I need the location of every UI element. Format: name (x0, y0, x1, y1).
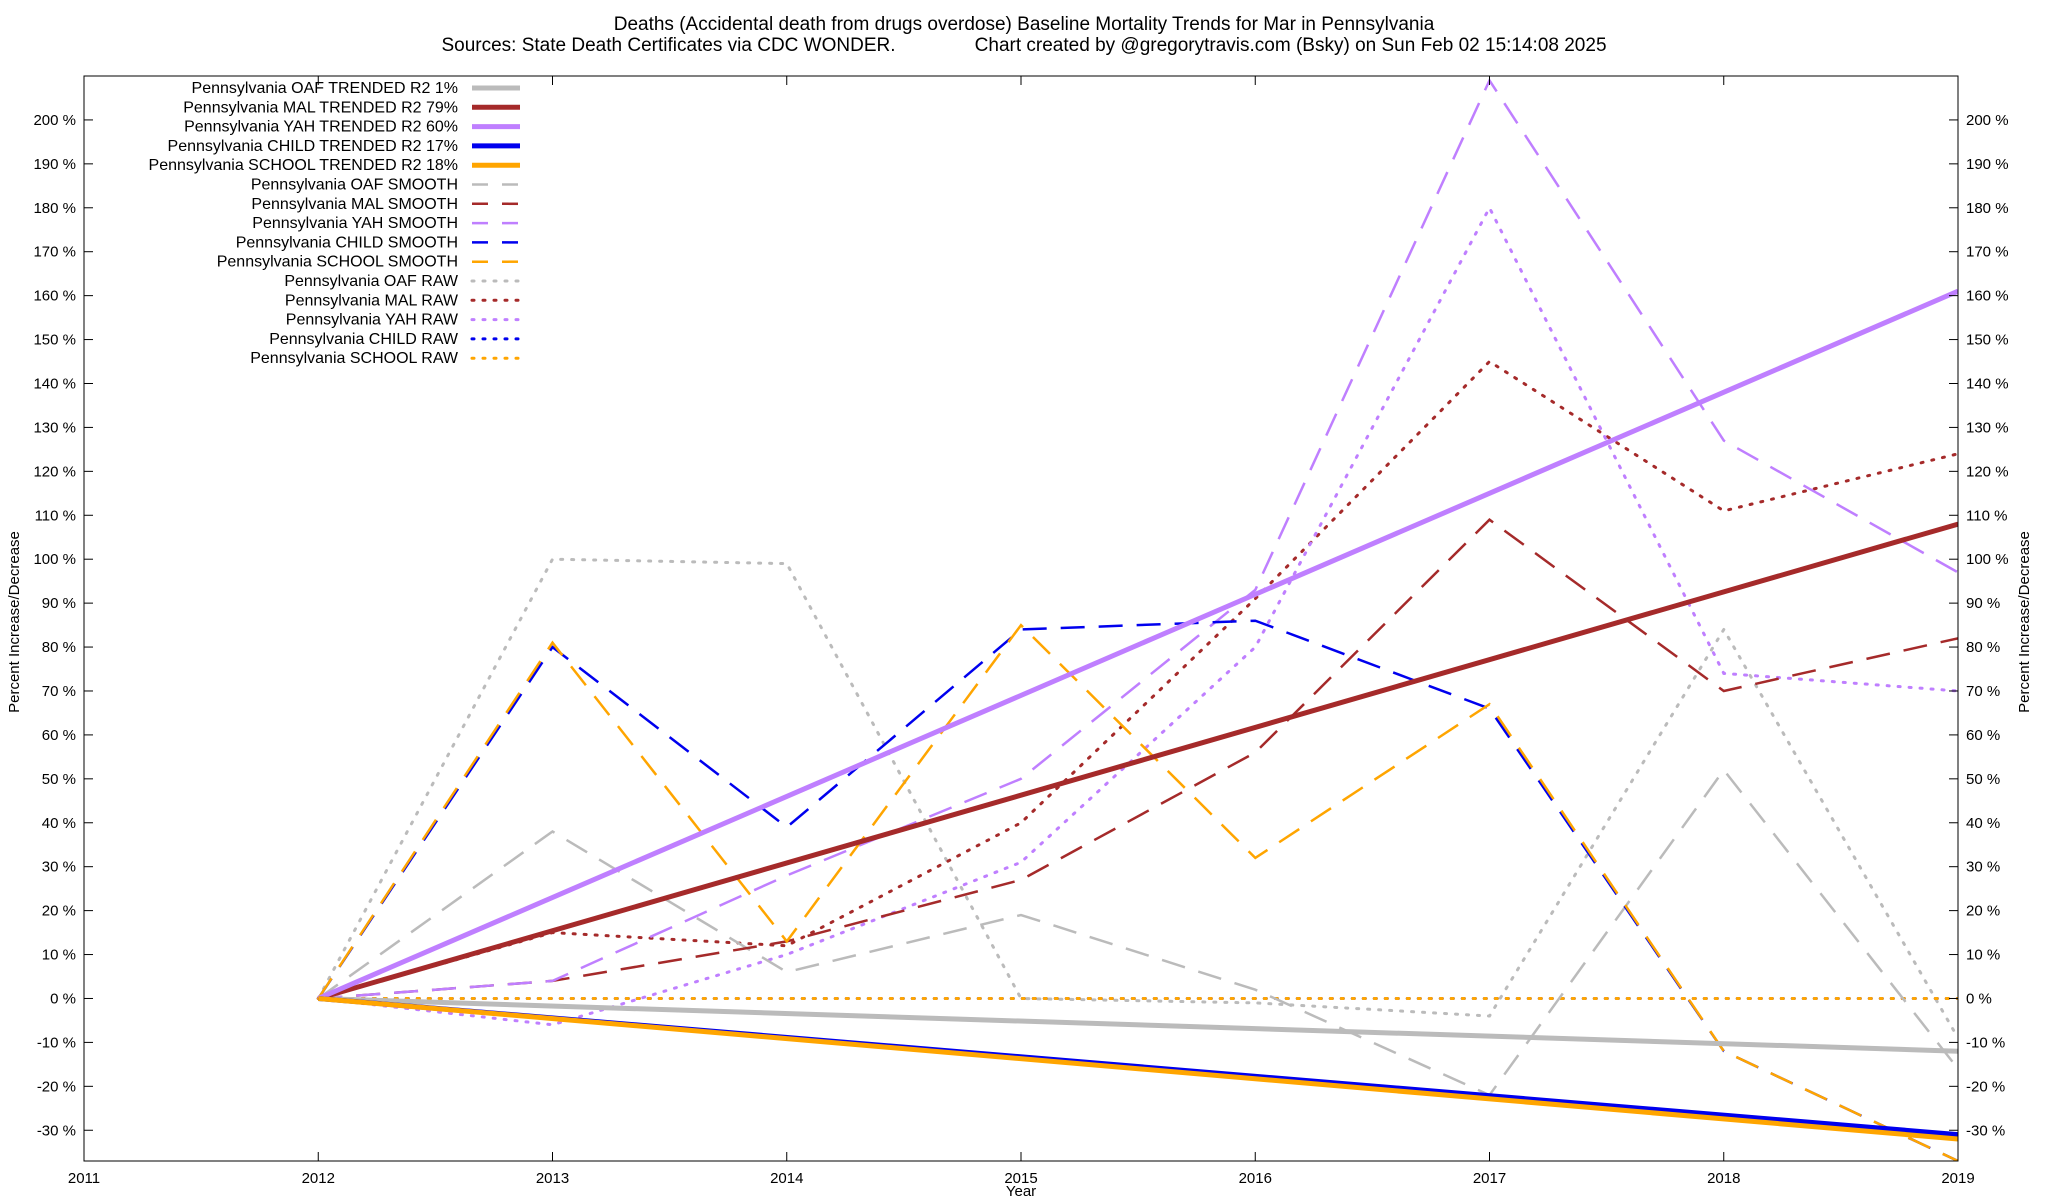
y2-tick-label: 160 % (1966, 288, 2009, 305)
y-tick-label: 60 % (42, 727, 76, 744)
y-tick-label: -30 % (37, 1122, 76, 1139)
x-tick-label: 2016 (1239, 1170, 1272, 1187)
legend-label-pennsylvania-oaf-trended-r2-1: Pennsylvania OAF TRENDED R2 1% (192, 80, 458, 97)
legend-label-pennsylvania-mal-trended-r2-79: Pennsylvania MAL TRENDED R2 79% (183, 99, 458, 116)
series-pennsylvania-oaf-raw (316, 557, 1958, 1040)
legend-label-pennsylvania-school-smooth: Pennsylvania SCHOOL SMOOTH (217, 254, 458, 271)
y2-tick-label: 110 % (1966, 507, 2007, 524)
legend-label-pennsylvania-child-trended-r2-17: Pennsylvania CHILD TRENDED R2 17% (168, 138, 458, 155)
y2-tick-label: 100 % (1966, 551, 2009, 568)
y-tick-label: 0 % (50, 990, 76, 1007)
series-pennsylvania-yah-raw (316, 204, 1958, 1027)
y2-tick-label: -30 % (1966, 1122, 2005, 1139)
legend-label-pennsylvania-yah-raw: Pennsylvania YAH RAW (286, 312, 459, 329)
legend-label-pennsylvania-child-raw: Pennsylvania CHILD RAW (269, 331, 459, 348)
y-tick-label: 130 % (33, 419, 76, 436)
y2-tick-label: 30 % (1966, 859, 2000, 876)
y-tick-label: -20 % (37, 1078, 76, 1095)
x-tick-label: 2017 (1473, 1170, 1506, 1187)
series-pennsylvania-oaf-trended-r2-1 (318, 996, 1958, 1054)
legend-label-pennsylvania-oaf-smooth: Pennsylvania OAF SMOOTH (251, 177, 458, 194)
y-tick-label: 100 % (33, 551, 76, 568)
series-pennsylvania-yah-smooth (318, 77, 1958, 1000)
legend-label-pennsylvania-mal-smooth: Pennsylvania MAL SMOOTH (251, 196, 458, 213)
y2-tick-label: 50 % (1966, 771, 2000, 788)
series-pennsylvania-oaf-smooth (317, 767, 1958, 1097)
series-layer (316, 77, 1958, 1161)
y-tick-label: 180 % (33, 200, 76, 217)
x-tick-label: 2012 (302, 1170, 335, 1187)
y2-axis-label: Percent Increase/Decrease (2016, 531, 2033, 713)
y2-tick-label: 190 % (1966, 156, 2009, 173)
ticks-layer: -30 % -30 % -20 % -20 % -10 % -10 % 0 % 0 % 10 %… (33, 76, 2009, 1187)
legend-label-pennsylvania-mal-raw: Pennsylvania MAL RAW (285, 292, 459, 309)
y2-tick-label: 170 % (1966, 244, 2009, 261)
y2-tick-label: 80 % (1966, 639, 2000, 656)
y2-tick-label: 90 % (1966, 595, 2000, 612)
y2-tick-label: 150 % (1966, 332, 2009, 349)
x-tick-label: 2011 (68, 1170, 100, 1187)
series-pennsylvania-mal-raw (316, 359, 1958, 1000)
y-tick-label: 80 % (42, 639, 76, 656)
y2-tick-label: 120 % (1966, 463, 2009, 480)
legend-label-pennsylvania-yah-trended-r2-60: Pennsylvania YAH TRENDED R2 60% (184, 119, 458, 136)
y2-tick-label: -20 % (1966, 1078, 2005, 1095)
x-tick-label: 2018 (1707, 1170, 1740, 1187)
y2-tick-label: 140 % (1966, 375, 2009, 392)
y-axis-label: Percent Increase/Decrease (6, 531, 23, 713)
x-tick-label: 2019 (1941, 1170, 1974, 1187)
y-tick-label: 200 % (33, 112, 76, 129)
y-tick-label: 150 % (33, 332, 76, 349)
series-pennsylvania-yah-trended-r2-60 (317, 288, 1958, 1001)
y-tick-label: 160 % (33, 288, 76, 305)
y-tick-label: 70 % (42, 683, 76, 700)
y-tick-label: 30 % (42, 859, 76, 876)
series-pennsylvania-mal-smooth (318, 518, 1958, 1000)
y-tick-label: 10 % (42, 947, 76, 964)
series-pennsylvania-child-smooth (317, 619, 1958, 1161)
y-tick-label: -10 % (37, 1034, 76, 1051)
y-tick-label: 90 % (42, 595, 76, 612)
y2-tick-label: 20 % (1966, 903, 2000, 920)
x-axis-label: Year (1006, 1183, 1036, 1200)
legend-label-pennsylvania-oaf-raw: Pennsylvania OAF RAW (284, 273, 459, 290)
y2-tick-label: 180 % (1966, 200, 2009, 217)
y2-tick-label: 0 % (1966, 990, 1992, 1007)
y2-tick-label: 60 % (1966, 727, 2000, 744)
series-pennsylvania-school-trended-r2-18 (318, 996, 1958, 1142)
y-tick-label: 40 % (42, 815, 76, 832)
y2-tick-label: 200 % (1966, 112, 2009, 129)
y2-tick-label: 130 % (1966, 419, 2009, 436)
y-tick-label: 140 % (33, 375, 76, 392)
y-tick-label: 110 % (35, 507, 76, 524)
legend: Pennsylvania OAF TRENDED R2 1% Pennsylvan… (149, 80, 522, 367)
x-tick-label: 2015 (1004, 1170, 1037, 1187)
legend-label-pennsylvania-yah-smooth: Pennsylvania YAH SMOOTH (252, 215, 458, 232)
series-pennsylvania-mal-trended-r2-79 (317, 521, 1958, 1001)
y-tick-label: 190 % (33, 156, 76, 173)
legend-label-pennsylvania-child-smooth: Pennsylvania CHILD SMOOTH (236, 234, 458, 251)
x-tick-label: 2014 (770, 1170, 803, 1187)
y2-tick-label: 10 % (1966, 947, 2000, 964)
y2-tick-label: 70 % (1966, 683, 2000, 700)
chart-subtitle: Sources: State Death Certificates via CD… (441, 35, 1606, 56)
y-tick-label: 20 % (42, 903, 76, 920)
legend-label-pennsylvania-school-raw: Pennsylvania SCHOOL RAW (250, 350, 459, 367)
legend-label-pennsylvania-school-trended-r2-18: Pennsylvania SCHOOL TRENDED R2 18% (149, 157, 458, 174)
x-tick-label: 2013 (536, 1170, 569, 1187)
y2-tick-label: 40 % (1966, 815, 2000, 832)
y2-tick-label: -10 % (1966, 1034, 2005, 1051)
y-tick-label: 120 % (33, 463, 76, 480)
y-tick-label: 170 % (33, 244, 76, 261)
y-tick-label: 50 % (42, 771, 76, 788)
chart-title: Deaths (Accidental death from drugs over… (614, 14, 1435, 35)
